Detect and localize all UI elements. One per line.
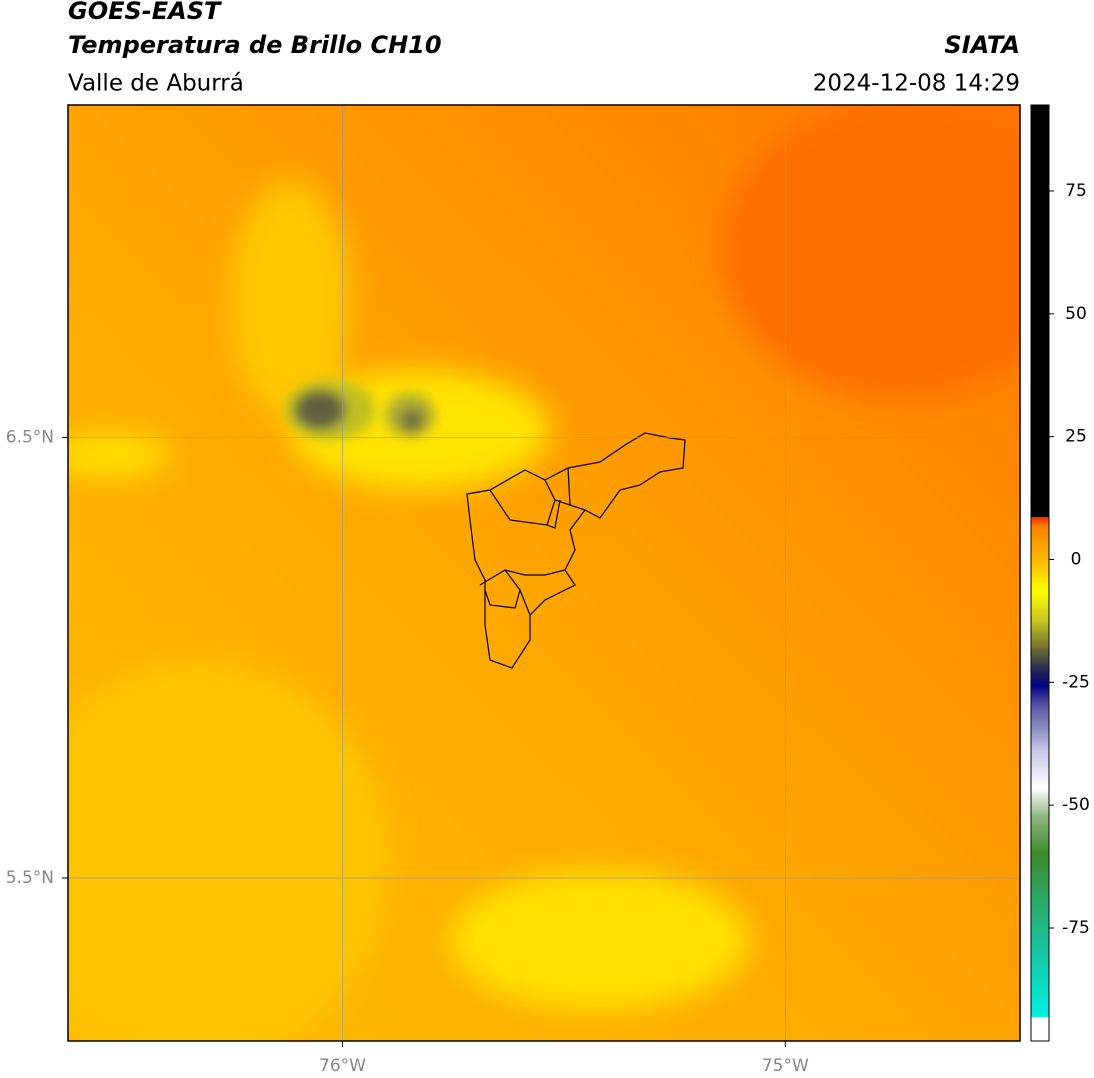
map-frame xyxy=(67,104,1021,1042)
colorbar-tick-label: 75 xyxy=(1065,181,1087,201)
municipal-boundaries xyxy=(466,432,686,669)
colorbar-tick-label: -75 xyxy=(1062,918,1090,938)
x-tick-label: 76°W xyxy=(319,1056,366,1076)
colorbar-tick-label: 0 xyxy=(1071,549,1082,569)
y-tick-label: 5.5°N xyxy=(6,868,54,888)
cold-cores xyxy=(285,380,435,440)
colorbar-tick-label: -50 xyxy=(1062,795,1090,815)
title: GOES-EAST xyxy=(68,0,222,25)
timestamp: 2024-12-08 14:29 xyxy=(813,71,1020,97)
field-features xyxy=(68,105,1020,1041)
grid xyxy=(68,105,1020,1041)
colorbar-tick-label: -25 xyxy=(1062,672,1090,692)
subtitle: Temperatura de Brillo CH10 xyxy=(68,31,442,59)
y-tick-label: 6.5°N xyxy=(6,428,54,448)
field xyxy=(68,105,1020,1041)
colorbar-tick-label: 25 xyxy=(1065,427,1087,447)
x-tick-label: 75°W xyxy=(762,1056,809,1076)
colorbar xyxy=(1030,104,1050,1042)
region: Valle de Aburrá xyxy=(68,71,244,97)
colorbar-tick-label: 50 xyxy=(1065,304,1087,324)
source: SIATA xyxy=(944,31,1020,59)
